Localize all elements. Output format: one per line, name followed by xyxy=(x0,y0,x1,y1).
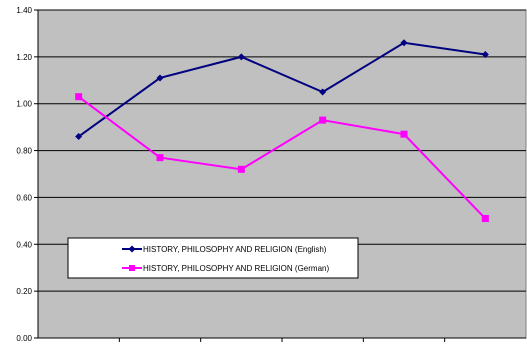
legend-label-german: HISTORY, PHILOSOPHY AND RELIGION (German… xyxy=(143,264,329,273)
series-german xyxy=(75,93,489,223)
legend-marker-german xyxy=(129,265,135,271)
data-point xyxy=(156,74,164,82)
data-point xyxy=(400,39,408,47)
y-tick-labels: 0.00 0.20 0.40 0.60 0.80 1.00 1.20 1.40 xyxy=(16,6,38,343)
data-point xyxy=(319,88,327,96)
x-ticks xyxy=(118,338,446,342)
data-point xyxy=(237,53,245,61)
series-line xyxy=(78,41,486,138)
data-point xyxy=(237,165,245,173)
data-point xyxy=(400,130,408,138)
legend-box xyxy=(67,237,359,279)
data-point xyxy=(481,51,489,59)
y-tick-label: 0.80 xyxy=(16,147,32,156)
data-point xyxy=(75,133,83,141)
y-tick-label: 0.40 xyxy=(16,240,32,249)
legend-label-english: HISTORY, PHILOSOPHY AND RELIGION (Englis… xyxy=(143,245,327,254)
data-point xyxy=(156,154,164,162)
y-tick-label: 0.20 xyxy=(16,287,32,296)
legend: HISTORY, PHILOSOPHY AND RELIGION (Englis… xyxy=(67,237,359,279)
y-tick-label: 1.20 xyxy=(16,53,32,62)
data-point xyxy=(319,116,327,124)
legend-marker-english xyxy=(128,245,136,253)
series-english xyxy=(75,39,489,141)
y-tick-label: 0.00 xyxy=(16,334,32,343)
data-point xyxy=(75,93,83,101)
series xyxy=(75,39,489,223)
y-tick-label: 1.00 xyxy=(16,100,32,109)
data-point xyxy=(481,215,489,223)
y-tick-label: 0.60 xyxy=(16,193,32,202)
plot-area xyxy=(37,9,527,339)
y-tick-label: 1.40 xyxy=(16,6,32,15)
series-line xyxy=(78,95,487,220)
